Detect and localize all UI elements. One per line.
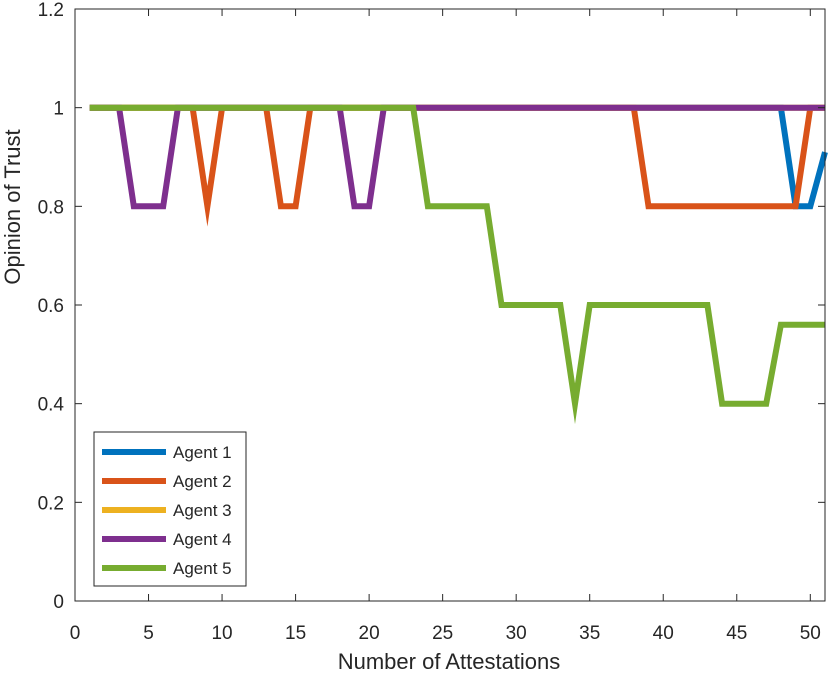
x-tick-label: 50 bbox=[800, 623, 821, 644]
series-line-agent-2 bbox=[89, 104, 825, 227]
x-tick-label: 25 bbox=[432, 623, 453, 644]
y-tick-label: 1 bbox=[53, 99, 64, 120]
x-tick-label: 5 bbox=[143, 623, 154, 644]
legend: Agent 1 Agent 2 Agent 3 Agent 4 Agent 5 bbox=[93, 431, 247, 587]
x-tick-label: 35 bbox=[579, 623, 600, 644]
x-axis-title: Number of Attestations bbox=[338, 649, 561, 674]
y-tick-label: 0.2 bbox=[38, 493, 64, 514]
series-line-agent-5 bbox=[89, 104, 825, 425]
plot-area bbox=[89, 104, 828, 425]
legend-label-agent-3: Agent 3 bbox=[173, 501, 232, 520]
legend-label-agent-5: Agent 5 bbox=[173, 559, 232, 578]
x-tick-label: 20 bbox=[359, 623, 380, 644]
y-tick-label: 0.4 bbox=[38, 395, 65, 416]
y-tick-label: 0.6 bbox=[38, 296, 64, 317]
x-tick-label: 40 bbox=[653, 623, 674, 644]
legend-label-agent-2: Agent 2 bbox=[173, 472, 232, 491]
x-tick-label: 30 bbox=[506, 623, 527, 644]
legend-label-agent-4: Agent 4 bbox=[173, 530, 232, 549]
x-tick-label: 45 bbox=[726, 623, 747, 644]
y-tick-label: 0 bbox=[53, 592, 64, 613]
x-tick-label: 15 bbox=[285, 623, 306, 644]
y-tick-label: 1.2 bbox=[38, 0, 64, 21]
y-axis-title: Opinion of Trust bbox=[0, 129, 25, 284]
x-tick-label: 10 bbox=[211, 623, 232, 644]
y-tick-label: 0.8 bbox=[38, 197, 64, 218]
axes: 0 5 10 15 20 25 30 35 40 45 50 0 0.2 0.4 0.6 0.8 1 1.2 bbox=[38, 0, 826, 644]
x-tick-label: 0 bbox=[70, 623, 81, 644]
legend-label-agent-1: Agent 1 bbox=[173, 443, 232, 462]
